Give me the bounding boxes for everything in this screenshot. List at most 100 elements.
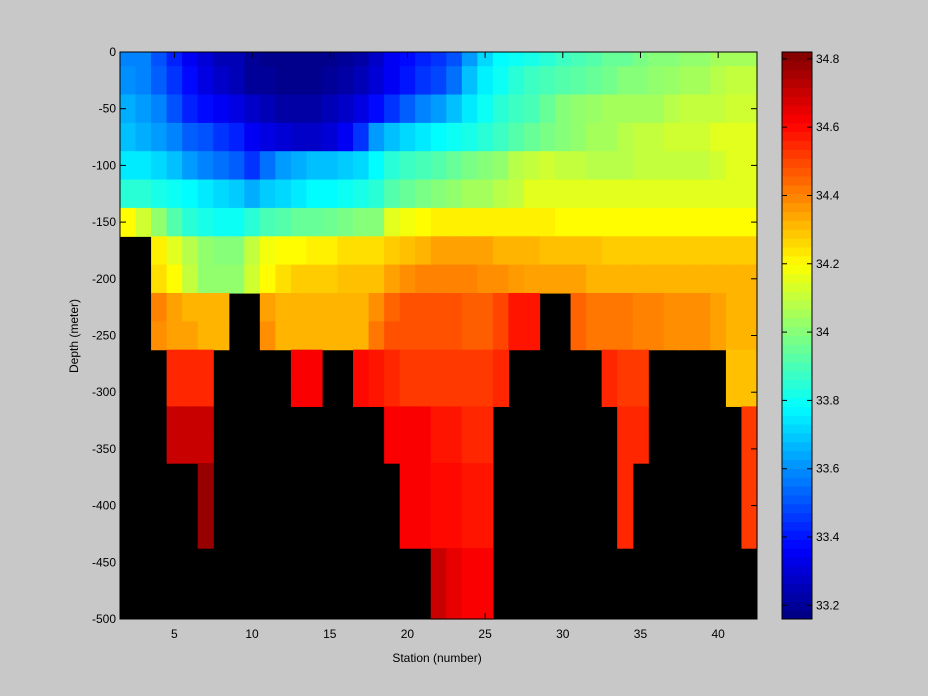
heatmap-cell <box>508 321 525 351</box>
heatmap-cell <box>461 66 478 96</box>
colorbar-swatch <box>782 246 812 257</box>
heatmap-cell <box>166 321 183 351</box>
heatmap-cell <box>586 236 603 266</box>
heatmap-cell <box>166 122 183 152</box>
x-tick-label: 10 <box>245 627 259 641</box>
colorbar-swatch <box>782 548 812 558</box>
heatmap-cell <box>135 207 152 237</box>
heatmap-cell <box>399 66 416 96</box>
heatmap-cell <box>663 179 680 209</box>
heatmap-cell <box>166 349 183 379</box>
heatmap-cell <box>446 179 463 209</box>
heatmap-cell <box>415 236 432 266</box>
colorbar-swatch <box>782 432 812 443</box>
heatmap-cell <box>694 151 711 181</box>
heatmap-cell <box>415 378 432 407</box>
heatmap-cell <box>586 207 603 237</box>
heatmap-cell <box>321 52 339 67</box>
heatmap-cell <box>290 151 308 181</box>
heatmap-cell <box>384 122 401 152</box>
heatmap-cell <box>648 264 665 294</box>
heatmap-cell <box>492 236 510 266</box>
heatmap-cell <box>399 406 416 436</box>
heatmap-cell <box>741 434 758 464</box>
heatmap-cell <box>244 122 261 152</box>
heatmap-cell <box>197 321 214 351</box>
heatmap-cell <box>523 151 541 181</box>
heatmap-cell <box>197 349 214 379</box>
heatmap-cell <box>648 207 665 237</box>
heatmap-cell <box>197 463 214 493</box>
heatmap-cell <box>741 491 758 521</box>
heatmap-cell <box>337 66 354 96</box>
heatmap-cell <box>384 52 401 67</box>
heatmap-cell <box>213 207 230 237</box>
heatmap-cell <box>586 66 603 96</box>
heatmap-cell <box>353 264 370 294</box>
heatmap-cell <box>632 179 649 209</box>
colorbar-swatch <box>782 308 812 319</box>
heatmap-cell <box>151 52 168 67</box>
heatmap-cell <box>228 66 245 96</box>
colorbar-swatch <box>782 539 812 549</box>
heatmap-cell <box>570 52 587 67</box>
heatmap-cell <box>415 349 432 379</box>
heatmap-cell <box>321 122 339 152</box>
colorbar-swatch <box>782 353 812 363</box>
heatmap-cell <box>679 52 696 67</box>
heatmap-cell <box>182 321 199 351</box>
heatmap-cell <box>477 519 494 549</box>
heatmap-cell <box>368 236 385 266</box>
heatmap-cell <box>477 406 494 436</box>
x-tick-label: 15 <box>323 627 337 641</box>
heatmap-cell <box>617 519 634 549</box>
heatmap-cell <box>197 264 214 294</box>
heatmap-cell <box>508 94 525 124</box>
colorbar-swatch <box>782 592 812 602</box>
heatmap-cell <box>446 264 463 294</box>
heatmap-cell <box>430 519 447 549</box>
heatmap-cell <box>197 519 214 549</box>
heatmap-cell <box>648 151 665 181</box>
y-tick-label: -500 <box>92 612 116 626</box>
y-tick-label: -300 <box>92 385 116 399</box>
heatmap-cell <box>353 207 370 237</box>
heatmap-cell <box>492 94 510 124</box>
heatmap-cell <box>213 52 230 67</box>
heatmap-cell <box>306 94 323 124</box>
heatmap-cell <box>446 207 463 237</box>
heatmap-cell <box>492 292 510 322</box>
heatmap-cell <box>710 292 727 322</box>
heatmap-cell <box>415 66 432 96</box>
heatmap-cell <box>337 122 354 152</box>
heatmap-cell <box>182 122 199 152</box>
heatmap-cell <box>321 236 339 266</box>
colorbar-swatch <box>782 122 812 133</box>
heatmap-cell <box>259 236 276 266</box>
heatmap-cell <box>151 94 168 124</box>
heatmap-cell <box>679 236 696 266</box>
heatmap-cell <box>601 179 618 209</box>
heatmap-cell <box>632 236 649 266</box>
heatmap-cell <box>477 463 494 493</box>
heatmap-cell <box>290 94 308 124</box>
heatmap-cell <box>741 264 758 294</box>
heatmap-cell <box>741 292 758 322</box>
colorbar-swatch <box>782 521 812 531</box>
heatmap-cell <box>617 321 634 351</box>
heatmap-cell <box>461 548 478 578</box>
x-tick-label: 35 <box>634 627 648 641</box>
heatmap-cell <box>477 491 494 521</box>
heatmap-cell <box>694 94 711 124</box>
heatmap-cell <box>244 207 261 237</box>
heatmap-cell <box>570 151 587 181</box>
heatmap-cell <box>586 122 603 152</box>
heatmap-cell <box>399 519 416 549</box>
heatmap-cell <box>741 236 758 266</box>
heatmap-cell <box>679 292 696 322</box>
heatmap-cell <box>694 264 711 294</box>
heatmap-cell <box>710 321 727 351</box>
heatmap-cell <box>353 349 370 379</box>
heatmap-cell <box>290 321 308 351</box>
heatmap-cell <box>321 321 339 351</box>
